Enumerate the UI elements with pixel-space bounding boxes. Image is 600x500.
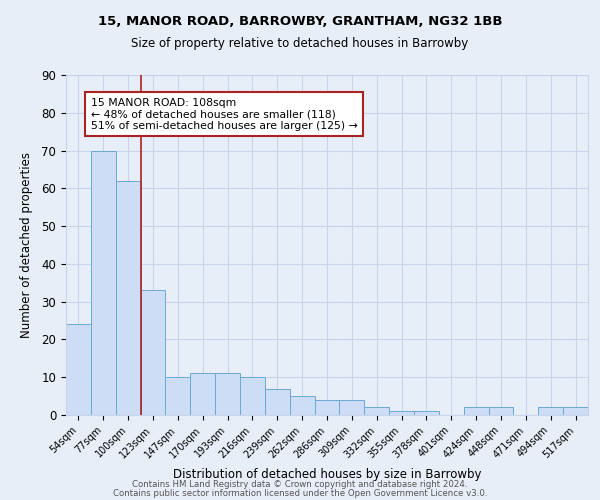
- Bar: [215, 374, 240, 415]
- Text: Size of property relative to detached houses in Barrowby: Size of property relative to detached ho…: [131, 38, 469, 51]
- Bar: [116, 181, 140, 415]
- Text: Contains public sector information licensed under the Open Government Licence v3: Contains public sector information licen…: [113, 489, 487, 498]
- Bar: [66, 324, 91, 415]
- Bar: [414, 411, 439, 415]
- Bar: [389, 411, 414, 415]
- Bar: [364, 408, 389, 415]
- Bar: [265, 388, 290, 415]
- Bar: [91, 150, 116, 415]
- Text: 15 MANOR ROAD: 108sqm
← 48% of detached houses are smaller (118)
51% of semi-det: 15 MANOR ROAD: 108sqm ← 48% of detached …: [91, 98, 358, 131]
- Bar: [240, 377, 265, 415]
- Bar: [166, 377, 190, 415]
- Text: 15, MANOR ROAD, BARROWBY, GRANTHAM, NG32 1BB: 15, MANOR ROAD, BARROWBY, GRANTHAM, NG32…: [98, 15, 502, 28]
- Bar: [314, 400, 340, 415]
- Bar: [563, 408, 588, 415]
- Y-axis label: Number of detached properties: Number of detached properties: [20, 152, 33, 338]
- Bar: [140, 290, 166, 415]
- Bar: [290, 396, 314, 415]
- Bar: [488, 408, 514, 415]
- Bar: [340, 400, 364, 415]
- Bar: [464, 408, 488, 415]
- X-axis label: Distribution of detached houses by size in Barrowby: Distribution of detached houses by size …: [173, 468, 481, 481]
- Bar: [538, 408, 563, 415]
- Text: Contains HM Land Registry data © Crown copyright and database right 2024.: Contains HM Land Registry data © Crown c…: [132, 480, 468, 489]
- Bar: [190, 374, 215, 415]
